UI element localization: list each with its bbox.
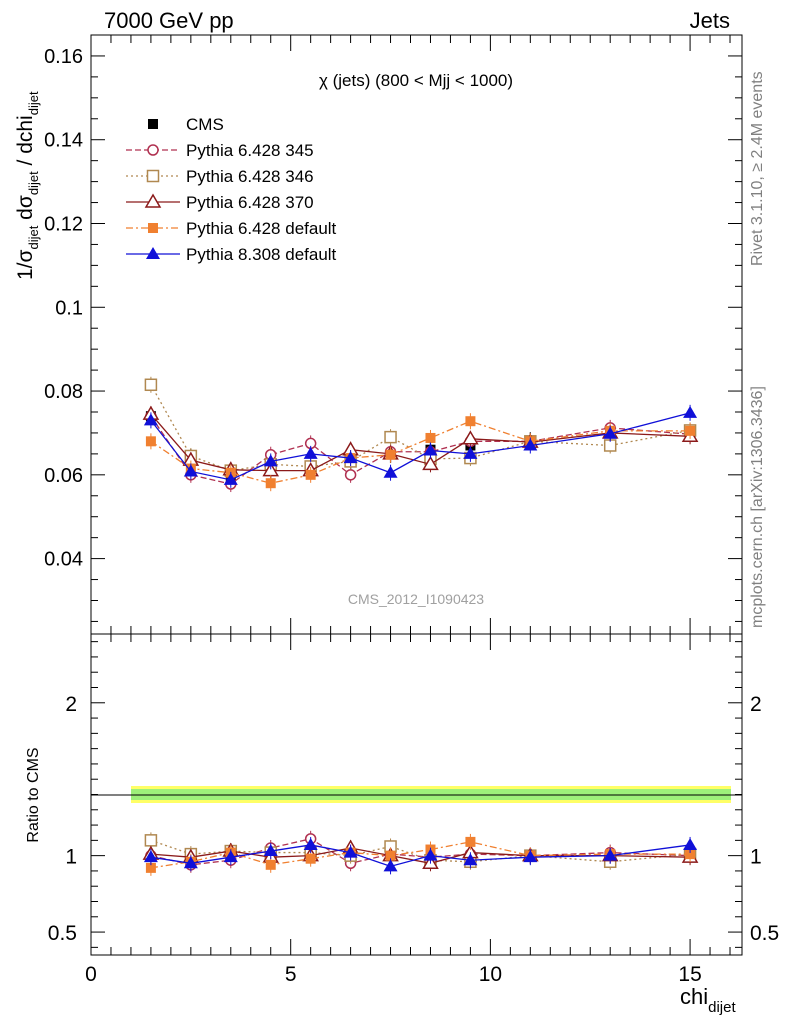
ratio-point bbox=[383, 859, 398, 872]
y-tick-label: 0.08 bbox=[44, 381, 83, 403]
ratio-point bbox=[183, 856, 198, 869]
series-point bbox=[343, 451, 358, 464]
legend-label: Pythia 6.428 345 bbox=[186, 141, 314, 160]
header-right: Jets bbox=[690, 8, 730, 33]
series-point bbox=[523, 438, 538, 451]
series-point bbox=[385, 449, 396, 460]
series-point bbox=[603, 426, 618, 439]
ratio-point bbox=[143, 850, 158, 863]
y-tick-label-right: 2 bbox=[750, 693, 762, 716]
legend-marker bbox=[148, 223, 158, 233]
y-tick-label: 0.5 bbox=[48, 922, 77, 945]
ratio-point bbox=[465, 836, 476, 847]
ratio-point bbox=[423, 848, 438, 861]
series-point bbox=[383, 465, 398, 478]
x-tick-label: 15 bbox=[678, 963, 701, 986]
series-point bbox=[423, 443, 438, 456]
ratio-point bbox=[145, 862, 156, 873]
ratio-panel: 0.5 0.5 1 1 2 2 0 5 10 15 bbox=[48, 633, 779, 986]
main-axis-ticks bbox=[90, 34, 742, 634]
legend-marker bbox=[147, 144, 159, 156]
series-point bbox=[223, 472, 238, 485]
x-tick-label: 0 bbox=[85, 963, 97, 986]
ratio-point bbox=[343, 845, 358, 858]
series-point bbox=[683, 405, 698, 418]
series-point bbox=[425, 432, 436, 443]
y-tick-label: 0.14 bbox=[44, 130, 83, 152]
series-point bbox=[465, 416, 476, 427]
ratio-point bbox=[603, 848, 618, 861]
ratio-point bbox=[385, 850, 396, 861]
ratio-point bbox=[523, 850, 538, 863]
main-data-marks bbox=[142, 376, 699, 493]
side-text-bottom: mcplots.cern.ch [arXiv:1306.3436] bbox=[749, 386, 766, 628]
legend-marker bbox=[144, 193, 162, 208]
series-point bbox=[303, 446, 318, 459]
main-y-tick-labels: 0.04 0.06 0.08 0.1 0.12 0.14 0.16 bbox=[44, 46, 83, 571]
ratio-series-line bbox=[150, 844, 691, 868]
main-title: χ (jets) (800 < Mjj < 1000) bbox=[319, 71, 513, 90]
series-point bbox=[263, 454, 278, 467]
series-line bbox=[150, 412, 691, 481]
watermark: CMS_2012_I1090423 bbox=[348, 591, 484, 607]
series-point bbox=[422, 455, 439, 471]
x-tick-label: 10 bbox=[479, 963, 502, 986]
series-line bbox=[150, 420, 691, 484]
y-tick-label-right: 1 bbox=[750, 846, 762, 869]
ratio-point bbox=[683, 837, 698, 850]
y-tick-label: 0.12 bbox=[44, 213, 83, 235]
ratio-point bbox=[265, 859, 276, 870]
series-line bbox=[150, 413, 691, 472]
legend-label: Pythia 8.308 default bbox=[186, 245, 337, 264]
ratio-point bbox=[303, 837, 318, 850]
series-line bbox=[150, 415, 691, 485]
main-panel: 0.04 0.06 0.08 0.1 0.12 0.14 0.16 χ (jets) (80… bbox=[44, 34, 743, 635]
series-point bbox=[305, 469, 316, 480]
ratio-point bbox=[263, 844, 278, 857]
series-point bbox=[145, 436, 156, 447]
y-tick-label: 1 bbox=[65, 846, 77, 869]
ratio-point bbox=[305, 853, 316, 864]
ratio-point bbox=[144, 834, 158, 847]
legend-marker bbox=[146, 169, 160, 183]
legend-label: Pythia 6.428 346 bbox=[186, 167, 314, 186]
y-tick-label-right: 0.5 bbox=[750, 922, 779, 945]
y-tick-label: 0.16 bbox=[44, 46, 83, 68]
main-y-label: 1/σdijet dσdijet / dchidijet bbox=[14, 91, 41, 280]
ratio-y-label: Ratio to CMS bbox=[25, 747, 42, 842]
series-point bbox=[143, 413, 158, 426]
legend-marker-cms bbox=[148, 119, 158, 129]
legend-marker bbox=[146, 247, 160, 259]
legend-label: Pythia 6.428 370 bbox=[186, 193, 314, 212]
series-point bbox=[463, 446, 478, 459]
y-tick-label: 2 bbox=[65, 693, 77, 716]
ratio-axis-ticks bbox=[90, 634, 742, 955]
x-tick-labels: 0 5 10 15 bbox=[85, 963, 702, 986]
header-left: 7000 GeV pp bbox=[104, 8, 234, 33]
series-point bbox=[685, 425, 696, 436]
y-tick-label: 0.04 bbox=[44, 549, 83, 571]
ratio-y-tick-labels: 0.5 0.5 1 1 2 2 bbox=[48, 693, 779, 945]
ratio-series-line bbox=[150, 847, 691, 864]
ratio-point bbox=[223, 850, 238, 863]
ratio-data-marks bbox=[142, 830, 699, 876]
series-point bbox=[462, 430, 479, 445]
legend: CMS Pythia 6.428 345 Pythia 6.428 346 Pythi… bbox=[126, 115, 337, 264]
y-tick-label: 0.06 bbox=[44, 465, 83, 487]
series-point bbox=[265, 478, 276, 489]
legend-label: Pythia 6.428 default bbox=[186, 219, 337, 238]
legend-label: CMS bbox=[186, 115, 224, 134]
series-point bbox=[144, 378, 158, 392]
side-text-top: Rivet 3.1.10, ≥ 2.4M events bbox=[749, 71, 766, 266]
x-axis-label: chidijet bbox=[680, 984, 736, 1016]
x-tick-label: 5 bbox=[285, 963, 297, 986]
series-point bbox=[183, 464, 198, 477]
y-tick-label: 0.1 bbox=[55, 297, 83, 319]
series-point bbox=[384, 430, 397, 444]
series-point bbox=[344, 469, 357, 481]
ratio-point bbox=[463, 853, 478, 866]
ratio-point bbox=[685, 849, 696, 860]
